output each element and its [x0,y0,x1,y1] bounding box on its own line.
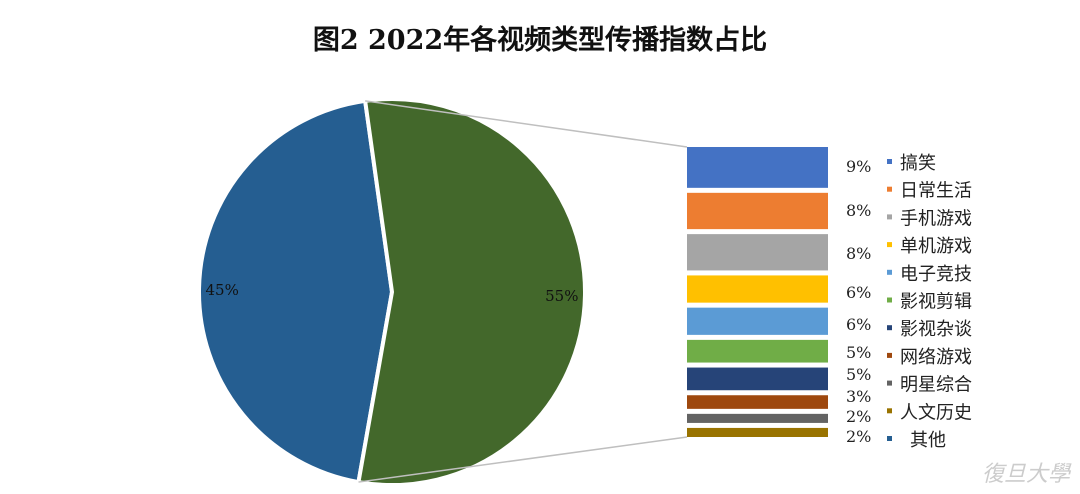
bar-影视剪辑 [687,339,828,363]
legend-item-其他: 其他 [910,430,946,451]
legend-item-影视杂谈: 影视杂谈 [900,319,972,340]
legend-item-明星综合: 明星综合 [900,375,972,396]
bar-明星综合 [687,413,828,423]
legend-marker-影视杂谈 [887,325,892,331]
bar-label-电子竞技: 6% [846,315,871,334]
legend-item-单机游戏: 单机游戏 [900,236,972,257]
bar-日常生活 [687,192,828,230]
legend-marker-搞笑 [887,159,892,164]
connector-line-bottom [358,436,688,483]
bar-label-影视剪辑: 5% [846,343,871,362]
legend-item-电子竞技: 电子竞技 [900,264,972,285]
legend-marker-手机游戏 [887,214,892,220]
chart-title: 图2 2022年各视频类型传播指数占比 [312,25,768,56]
pie-label-1: 45% [206,281,239,299]
bar-label-人文历史: 2% [846,427,871,446]
legend-item-网络游戏: 网络游戏 [900,347,972,368]
bar-label-搞笑: 9% [846,157,871,176]
legend-marker-网络游戏 [887,352,892,358]
fudan-watermark-logo: 復旦大學 [981,462,1070,487]
legend-item-日常生活: 日常生活 [900,181,972,202]
bar-网络游戏 [687,395,828,409]
pie-label-2: 55% [545,287,578,305]
bar-影视杂谈 [687,367,828,391]
legend-marker-明星综合 [887,380,892,386]
legend-item-人文历史: 人文历史 [900,402,972,423]
legend-marker-电子竞技 [887,269,892,275]
pie-slice-1 [197,98,395,485]
connector-line-top [365,100,688,148]
legend-marker-日常生活 [887,186,892,192]
bar-label-明星综合: 2% [846,407,871,426]
legend-item-搞笑: 搞笑 [900,153,936,174]
legend-marker-人文历史 [887,408,892,414]
bar-label-日常生活: 8% [846,201,871,220]
legend-marker-影视剪辑 [887,297,892,303]
bar-搞笑 [687,147,828,188]
legend-item-手机游戏: 手机游戏 [900,208,972,229]
pie-slice-2 [356,97,587,487]
bar-label-手机游戏: 8% [846,244,871,263]
bar-电子竞技 [687,307,828,335]
bar-人文历史 [687,427,828,437]
legend-marker-单机游戏 [887,242,892,248]
bar-label-网络游戏: 3% [846,387,871,406]
legend-marker-其他 [887,436,892,441]
bar-label-影视杂谈: 5% [846,365,871,384]
bar-单机游戏 [687,275,828,303]
bar-手机游戏 [687,234,828,271]
legend-item-影视剪辑: 影视剪辑 [900,292,972,313]
bar-label-单机游戏: 6% [846,283,871,302]
